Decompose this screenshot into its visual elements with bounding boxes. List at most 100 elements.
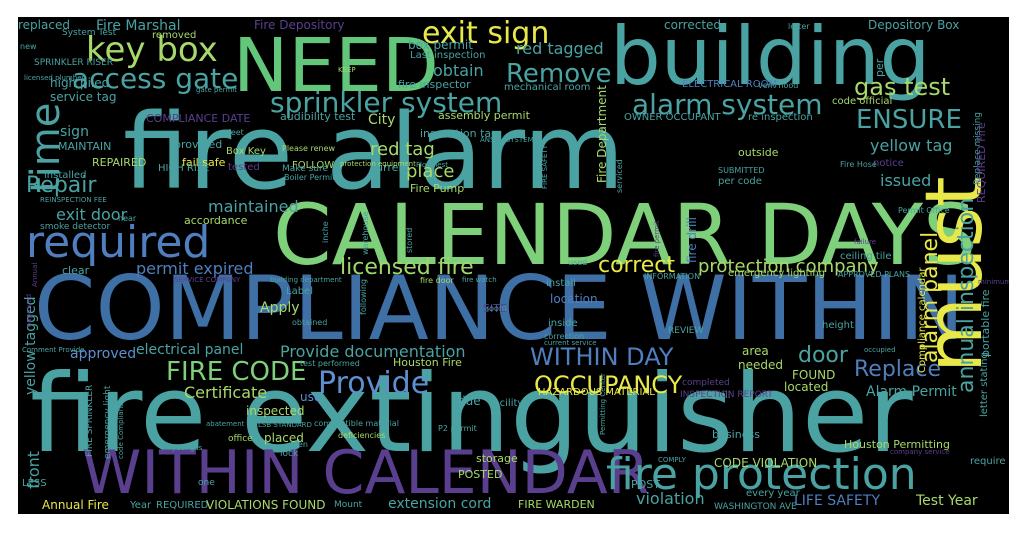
word: require (970, 456, 1006, 467)
word: re inspection (748, 112, 813, 123)
word: every year (746, 488, 800, 499)
word: FIRE SPRINKLER (85, 384, 95, 457)
word: City (368, 112, 396, 128)
word: fire permit (653, 220, 661, 257)
word: box permit (408, 38, 473, 52)
word: code Compliance (117, 398, 125, 459)
word: inche (321, 221, 330, 243)
word: letter (788, 22, 810, 31)
word: extension cord (388, 496, 492, 512)
word: mechanical room (504, 82, 591, 93)
word: audibility test (280, 110, 356, 123)
word: Fire Pump (410, 182, 465, 195)
word: Remove (506, 59, 612, 89)
word: room (486, 304, 507, 313)
word: test performed (300, 359, 360, 368)
word: REQUIRED (156, 500, 209, 511)
word: sign (60, 124, 89, 140)
word: SITE (483, 302, 507, 315)
word: inspection tag (420, 127, 499, 140)
word-cloud: fire alarm fire extinguisher COMPLIANCE … (18, 17, 1009, 514)
word: issued (880, 171, 932, 190)
word: high piled (50, 76, 110, 90)
word: Box Key (226, 146, 266, 157)
word: P2 permit (438, 424, 477, 433)
word: exit door (56, 205, 128, 224)
word: Permit Office (898, 206, 950, 215)
word: System Test (62, 28, 117, 38)
word: stored (405, 227, 414, 253)
word: door (798, 343, 848, 368)
word: MAINTAIN (58, 140, 112, 153)
word: Alarm Permit (866, 384, 957, 400)
word: vent hood (758, 81, 799, 90)
word: approved (25, 293, 33, 327)
word: maintained (208, 197, 299, 216)
word: REQUIRED Fire (975, 122, 988, 203)
word: Fire Depository (254, 18, 345, 32)
word: near (118, 214, 137, 223)
word: year gas (172, 444, 203, 452)
word: assembly permit (438, 109, 530, 122)
word: area (742, 344, 769, 358)
word: LESS (22, 478, 47, 489)
word: business (712, 428, 760, 441)
word: occupied (864, 346, 896, 354)
word: CODE VIOLATION (714, 456, 818, 470)
word: obtain (433, 61, 484, 80)
word: fire protection (606, 449, 917, 500)
word: Depository Box (868, 18, 960, 32)
word: Fire Hose (840, 160, 877, 169)
word: abatement (206, 420, 245, 428)
word: minimum (978, 278, 1009, 286)
word: permit expired (136, 259, 254, 278)
word: fire watch (462, 276, 497, 284)
word: combustible material (314, 419, 399, 428)
word: Mount (334, 500, 363, 510)
word: current (370, 161, 410, 174)
word: Compliance calendar (917, 267, 928, 373)
word: open (288, 440, 308, 449)
word: obtained (292, 318, 328, 327)
word: current service (544, 339, 597, 347)
word: Flow Test (416, 161, 448, 169)
word: tested (228, 162, 260, 173)
word: access gate (72, 62, 239, 95)
word: needed (738, 358, 783, 372)
word: Repair (26, 173, 97, 198)
word: storage (476, 452, 518, 465)
word: warehouse (361, 211, 370, 255)
word: gate permit (196, 86, 238, 94)
word: install (546, 278, 576, 289)
word: per code (718, 176, 762, 187)
word: Replace (854, 357, 942, 382)
word: approved (70, 346, 137, 362)
word: Last inspection (410, 50, 486, 61)
word: VIOLATIONS FOUND (206, 498, 326, 512)
word: red tag (370, 139, 435, 160)
word: facility (490, 398, 524, 409)
word: protection equipment (340, 160, 416, 168)
word: office (228, 434, 253, 444)
word: APPROVED PLANS (838, 270, 911, 279)
word: Houston Fire (393, 356, 462, 369)
word: REINSPECTION FEE (40, 196, 107, 204)
word: located (784, 380, 829, 394)
word: ELECTRICAL ROOM (682, 79, 778, 90)
word: INSPECTION REPORT (680, 390, 773, 400)
word: ceiling tile (840, 251, 892, 262)
word: POSTED (458, 468, 503, 481)
word: used (568, 258, 588, 267)
word: LSB STANDARD (258, 421, 312, 429)
word: per (873, 58, 886, 77)
word: OCCUPANCY (534, 371, 683, 399)
word: Year (130, 500, 152, 511)
word: WASHINGTON AVE (714, 502, 797, 512)
word: service tag (50, 90, 117, 104)
word: Provide (318, 366, 430, 401)
word: ANSUL SYSTEM (480, 136, 534, 144)
word: gas test (854, 73, 951, 101)
word: protection company (698, 256, 879, 277)
word: emergency light (103, 385, 113, 459)
word: removed (152, 30, 197, 41)
